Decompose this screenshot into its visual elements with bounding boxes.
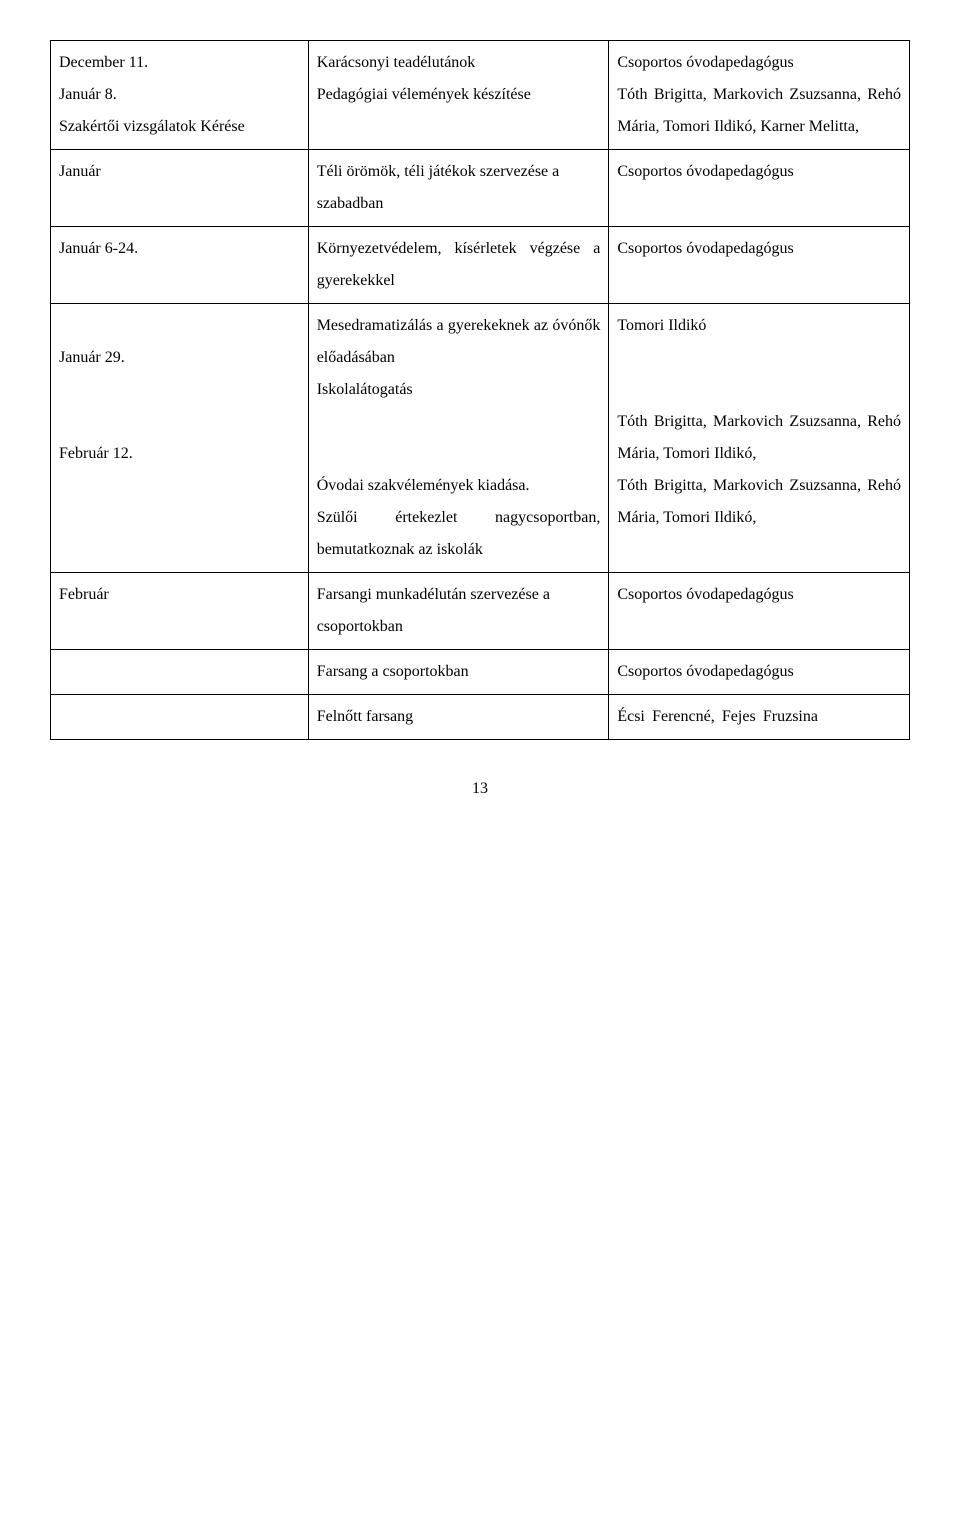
cell-date: Január: [51, 150, 309, 227]
text: Január: [59, 156, 300, 188]
text: Karácsonyi teadélutánok Pedagógiai vélem…: [317, 47, 601, 111]
cell-activity: Farsang a csoportokban: [308, 650, 609, 695]
cell-person: Csoportos óvodapedagógus: [609, 150, 910, 227]
cell-date: [51, 650, 309, 695]
text: Téli örömök, téli játékok szervezése a s…: [317, 156, 601, 220]
cell-activity: Mesedramatizálás a gyerekeknek az óvónők…: [308, 304, 609, 573]
table-row: Január Téli örömök, téli játékok szervez…: [51, 150, 910, 227]
cell-date: [51, 695, 309, 740]
text: December 11. Január 8. Szakértői vizsgál…: [59, 47, 300, 143]
table-row: Farsang a csoportokban Csoportos óvodape…: [51, 650, 910, 695]
text: Csoportos óvodapedagógus Tóth Brigitta, …: [617, 47, 901, 143]
text: Felnőtt farsang: [317, 701, 601, 733]
cell-person: Csoportos óvodapedagógus Tóth Brigitta, …: [609, 41, 910, 150]
text: Január 6-24.: [59, 233, 300, 265]
text: Csoportos óvodapedagógus: [617, 233, 901, 265]
cell-person: Tomori Ildikó Tóth Brigitta, Markovich Z…: [609, 304, 910, 573]
table-row: Január 29. Február 12. Mesedramatizálás …: [51, 304, 910, 573]
cell-person: Csoportos óvodapedagógus: [609, 573, 910, 650]
cell-person: Écsi Ferencné, Fejes Fruzsina: [609, 695, 910, 740]
cell-person: Csoportos óvodapedagógus: [609, 650, 910, 695]
text: Tomori Ildikó Tóth Brigitta, Markovich Z…: [617, 310, 901, 534]
cell-date: Január 6-24.: [51, 227, 309, 304]
cell-person: Csoportos óvodapedagógus: [609, 227, 910, 304]
table-row: Felnőtt farsang Écsi Ferencné, Fejes Fru…: [51, 695, 910, 740]
cell-activity: Téli örömök, téli játékok szervezése a s…: [308, 150, 609, 227]
text: Csoportos óvodapedagógus: [617, 579, 901, 611]
page-number: 13: [50, 780, 910, 798]
cell-date: December 11. Január 8. Szakértői vizsgál…: [51, 41, 309, 150]
text: Écsi Ferencné, Fejes Fruzsina: [617, 701, 901, 733]
table-row: Február Farsangi munkadélután szervezése…: [51, 573, 910, 650]
text: Farsang a csoportokban: [317, 656, 601, 688]
schedule-table: December 11. Január 8. Szakértői vizsgál…: [50, 40, 910, 740]
cell-activity: Karácsonyi teadélutánok Pedagógiai vélem…: [308, 41, 609, 150]
table-body: December 11. Január 8. Szakértői vizsgál…: [51, 41, 910, 740]
cell-activity: Farsangi munkadélután szervezése a csopo…: [308, 573, 609, 650]
table-row: December 11. Január 8. Szakértői vizsgál…: [51, 41, 910, 150]
cell-activity: Környezetvédelem, kísérletek végzése a g…: [308, 227, 609, 304]
text: Január 29. Február 12.: [59, 310, 300, 470]
cell-activity: Felnőtt farsang: [308, 695, 609, 740]
text: Csoportos óvodapedagógus: [617, 656, 901, 688]
text: Február: [59, 579, 300, 611]
text: Környezetvédelem, kísérletek végzése a g…: [317, 233, 601, 297]
cell-date: Január 29. Február 12.: [51, 304, 309, 573]
text: Csoportos óvodapedagógus: [617, 156, 901, 188]
table-row: Január 6-24. Környezetvédelem, kísérlete…: [51, 227, 910, 304]
cell-date: Február: [51, 573, 309, 650]
text: Farsangi munkadélután szervezése a csopo…: [317, 579, 601, 643]
text: Mesedramatizálás a gyerekeknek az óvónők…: [317, 310, 601, 566]
